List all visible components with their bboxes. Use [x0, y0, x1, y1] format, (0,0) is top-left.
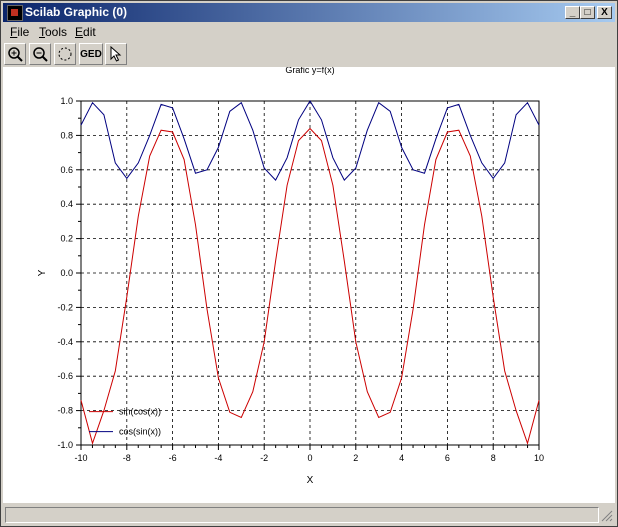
x-tick-label: -2 — [260, 453, 268, 463]
x-tick-label: 8 — [491, 453, 496, 463]
x-tick-label: -4 — [214, 453, 222, 463]
x-axis-label: X — [307, 475, 314, 486]
status-field — [5, 507, 599, 523]
y-tick-label: 0.4 — [60, 199, 73, 209]
rotate-icon — [58, 47, 72, 61]
y-tick-label: -0.8 — [57, 406, 73, 416]
chart-title: Grafic y=f(x) — [285, 67, 334, 75]
x-tick-label: -10 — [74, 453, 87, 463]
legend-label-1: cos(sin(x)) — [119, 427, 161, 437]
y-axis-label: Y — [37, 269, 48, 276]
resize-grip-icon[interactable] — [601, 510, 613, 522]
x-tick-label: 0 — [307, 453, 312, 463]
y-tick-label: -0.4 — [57, 337, 73, 347]
x-tick-label: 2 — [353, 453, 358, 463]
y-tick-label: -0.6 — [57, 371, 73, 381]
plot-svg: Grafic y=f(x) -10 -8 -6 -4 -2 0 2 4 6 8 10 1.0 0.8 0.6… — [37, 65, 544, 486]
menu-file[interactable]: File — [10, 25, 30, 39]
zoom-in-button[interactable] — [4, 43, 26, 65]
y-tick-label: 0.6 — [60, 165, 73, 175]
window-title: Scilab Graphic (0) — [25, 5, 128, 19]
zoom-out-button[interactable] — [29, 43, 51, 65]
x-tick-label: -8 — [123, 453, 131, 463]
zoom-in-icon — [8, 47, 23, 62]
pointer-button[interactable] — [105, 43, 127, 65]
legend-label-0: sin(cos(x)) — [119, 407, 161, 417]
y-tick-label: -1.0 — [57, 440, 73, 450]
title-bar[interactable]: Scilab Graphic (0) _ □ X — [3, 3, 615, 22]
close-button[interactable]: X — [597, 6, 612, 19]
pointer-icon — [110, 46, 122, 62]
scilab-app-icon[interactable] — [7, 5, 23, 21]
rotate-button[interactable] — [54, 43, 76, 65]
y-tick-label: 0.8 — [60, 130, 73, 140]
ged-icon: GED — [80, 48, 102, 60]
y-tick-label: 1.0 — [60, 96, 73, 106]
x-tick-label: 10 — [534, 453, 544, 463]
zoom-out-icon — [33, 47, 48, 62]
x-tick-label: 6 — [445, 453, 450, 463]
y-tick-label: -0.2 — [57, 302, 73, 312]
series-line-0 — [80, 127, 540, 445]
maximize-button[interactable]: □ — [580, 6, 595, 19]
minimize-button[interactable]: _ — [565, 6, 580, 19]
y-tick-label: 0.0 — [60, 268, 73, 278]
menu-bar: File Tools Edit — [3, 23, 615, 41]
x-tick-label: -6 — [169, 453, 177, 463]
series-line-1 — [80, 100, 540, 181]
ged-button[interactable]: GED — [79, 43, 103, 65]
status-bar — [3, 506, 615, 524]
menu-edit[interactable]: Edit — [75, 25, 96, 39]
y-tick-label: 0.2 — [60, 234, 73, 244]
x-tick-label: 4 — [399, 453, 404, 463]
toolbar: GED — [3, 42, 615, 66]
graphic-canvas[interactable]: Grafic y=f(x) -10 -8 -6 -4 -2 0 2 4 6 8 10 1.0 0.8 0.6… — [3, 65, 615, 503]
menu-tools[interactable]: Tools — [39, 25, 68, 39]
